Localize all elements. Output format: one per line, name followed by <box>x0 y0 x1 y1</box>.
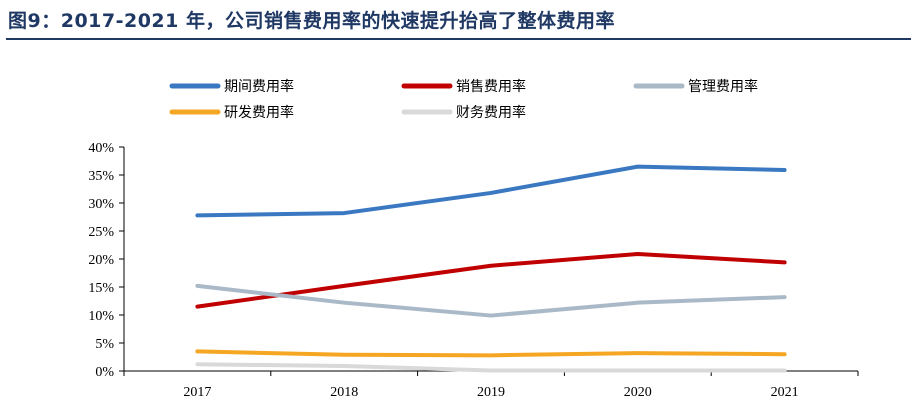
chart-title: 图9：2017-2021 年，公司销售费用率的快速提升抬高了整体费用率 <box>8 10 615 32</box>
y-tick-label: 5% <box>95 337 114 352</box>
y-tick-label: 25% <box>88 225 114 240</box>
x-tick-label: 2019 <box>477 385 505 400</box>
title-underline <box>6 38 911 40</box>
y-tick-label: 15% <box>88 281 114 296</box>
series-line-5 <box>195 362 787 373</box>
legend-label: 销售费用率 <box>456 78 526 95</box>
series-line-4 <box>195 349 787 358</box>
x-tick-label: 2017 <box>183 385 211 400</box>
x-tick-label: 2018 <box>330 385 358 400</box>
y-tick-label: 0% <box>95 365 114 380</box>
axes: 0% 5% 10% 15% 20% 25% 30% 35% 40% 2017 2018 2019 202… <box>88 141 859 400</box>
x-tick-label: 2020 <box>624 385 652 400</box>
y-tick-label: 10% <box>88 309 114 324</box>
series-line-3 <box>195 283 787 318</box>
legend-label: 研发费用率 <box>224 104 294 121</box>
series-lines <box>195 164 787 373</box>
series-line-1 <box>195 164 787 218</box>
x-tick-label: 2021 <box>771 385 799 400</box>
y-tick-label: 35% <box>88 169 114 184</box>
y-tick-label: 30% <box>88 197 114 212</box>
legend-label: 期间费用率 <box>224 78 294 95</box>
series-line-2 <box>195 251 787 309</box>
y-tick-label: 40% <box>88 141 114 156</box>
legend-label: 管理费用率 <box>688 78 758 95</box>
y-tick-label: 20% <box>88 253 114 268</box>
legend-label: 财务费用率 <box>456 104 526 121</box>
